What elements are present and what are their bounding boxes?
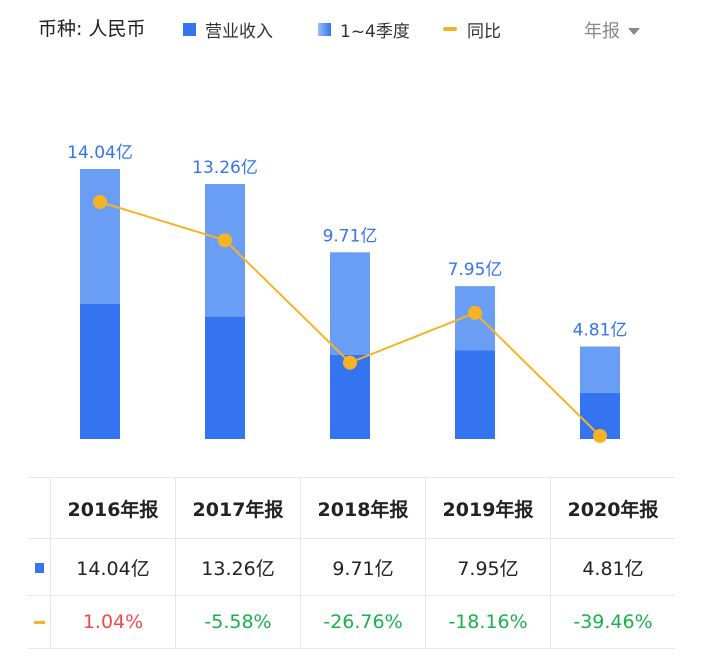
table-cell: -18.16% — [425, 595, 551, 649]
revenue-chart: 14.04亿 13.26亿 9.71亿 7.95亿 4.81亿 — [67, 143, 628, 443]
table-cell: 1.04% — [50, 595, 176, 649]
table-header-cell: 2016年报 — [50, 477, 176, 539]
table-header-cell: 2019年报 — [425, 477, 551, 539]
period-dropdown[interactable]: 年报 — [584, 17, 640, 43]
table-row-revenue: 14.04亿 13.26亿 9.71亿 7.95亿 4.81亿 — [28, 538, 675, 596]
bar-value-label: 14.04亿 — [67, 143, 133, 163]
table-header-row: 2016年报 2017年报 2018年报 2019年报 2020年报 — [28, 477, 675, 539]
yoy-point[interactable] — [343, 355, 357, 370]
bar-quarters[interactable] — [205, 184, 245, 317]
legend-yoy-label: 同比 — [467, 21, 501, 42]
yoy-point[interactable] — [468, 305, 482, 320]
legend-revenue-swatch — [183, 22, 196, 36]
bar-value-label: 7.95亿 — [448, 260, 503, 280]
table-header-cell: 2018年报 — [300, 477, 426, 539]
table-cell: -39.46% — [550, 595, 675, 649]
bar-revenue[interactable] — [80, 304, 120, 439]
legend-quarters[interactable]: 1~4季度 — [318, 17, 410, 42]
bar-value-label: 13.26亿 — [192, 158, 258, 178]
table-row-yoy: 1.04% -5.58% -26.76% -18.16% -39.46% — [28, 595, 675, 649]
bar-value-label: 9.71亿 — [323, 226, 378, 246]
bar-revenue[interactable] — [455, 350, 495, 439]
bar-value-label: 4.81亿 — [573, 321, 628, 341]
bar-quarters[interactable] — [330, 252, 370, 355]
yoy-row-marker — [28, 595, 51, 649]
legend-yoy[interactable]: 同比 — [443, 17, 501, 42]
revenue-square-icon — [34, 563, 44, 573]
yoy-point[interactable] — [218, 233, 232, 248]
bar-quarters[interactable] — [80, 169, 120, 304]
table-cell: -26.76% — [300, 595, 426, 649]
table-cell: -5.58% — [175, 595, 301, 649]
yoy-line-icon — [33, 621, 45, 624]
table-cell: 4.81亿 — [550, 538, 675, 596]
caret-down-icon — [628, 27, 640, 35]
bar-revenue[interactable] — [205, 316, 245, 439]
yoy-point[interactable] — [93, 195, 107, 209]
table-cell: 9.71亿 — [300, 538, 426, 596]
table-cell: 7.95亿 — [425, 538, 551, 596]
legend-quarters-label: 1~4季度 — [340, 21, 410, 42]
revenue-row-marker — [28, 538, 51, 596]
bar-quarters[interactable] — [580, 346, 620, 393]
legend-yoy-swatch — [443, 27, 457, 31]
yoy-point[interactable] — [593, 429, 607, 443]
table-cell: 14.04亿 — [50, 538, 176, 596]
legend-revenue[interactable]: 营业收入 — [183, 17, 273, 42]
period-dropdown-value: 年报 — [584, 21, 620, 42]
currency-label: 币种: 人民币 — [38, 18, 146, 40]
table-header-cell: 2017年报 — [175, 477, 301, 539]
legend-revenue-label: 营业收入 — [205, 21, 273, 42]
table-cell: 13.26亿 — [175, 538, 301, 596]
table-header-cell: 2020年报 — [550, 477, 675, 539]
data-table: 2016年报 2017年报 2018年报 2019年报 2020年报 14.04… — [28, 477, 675, 649]
table-corner-cell — [28, 477, 51, 539]
legend-quarters-swatch — [318, 22, 331, 36]
chart-header: 币种: 人民币 营业收入 1~4季度 同比 年报 — [0, 0, 722, 58]
